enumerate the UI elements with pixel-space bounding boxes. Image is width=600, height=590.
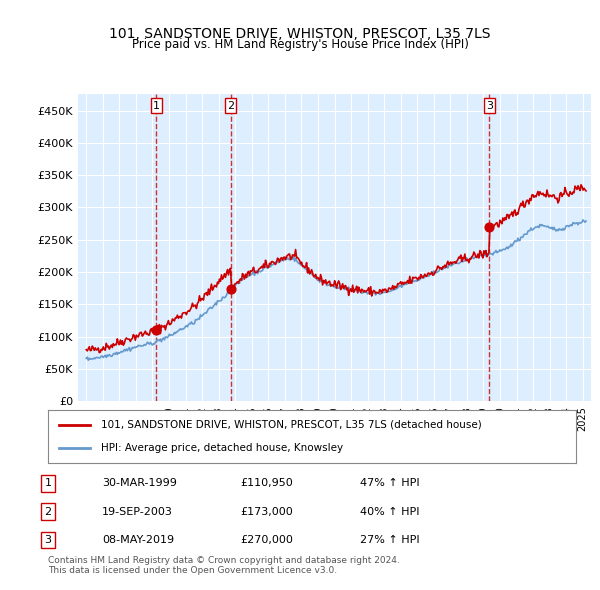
Text: 27% ↑ HPI: 27% ↑ HPI bbox=[360, 535, 419, 545]
Text: 3: 3 bbox=[486, 100, 493, 110]
Text: 19-SEP-2003: 19-SEP-2003 bbox=[102, 507, 173, 516]
Point bbox=[485, 222, 494, 231]
Text: 101, SANDSTONE DRIVE, WHISTON, PRESCOT, L35 7LS: 101, SANDSTONE DRIVE, WHISTON, PRESCOT, … bbox=[109, 27, 491, 41]
Point bbox=[226, 285, 235, 294]
Text: 2: 2 bbox=[44, 507, 52, 516]
Text: 40% ↑ HPI: 40% ↑ HPI bbox=[360, 507, 419, 516]
Text: Price paid vs. HM Land Registry's House Price Index (HPI): Price paid vs. HM Land Registry's House … bbox=[131, 38, 469, 51]
Text: 1: 1 bbox=[44, 478, 52, 488]
Text: 30-MAR-1999: 30-MAR-1999 bbox=[102, 478, 177, 488]
Text: Contains HM Land Registry data © Crown copyright and database right 2024.
This d: Contains HM Land Registry data © Crown c… bbox=[48, 556, 400, 575]
Text: HPI: Average price, detached house, Knowsley: HPI: Average price, detached house, Know… bbox=[101, 443, 343, 453]
Text: 08-MAY-2019: 08-MAY-2019 bbox=[102, 535, 174, 545]
Text: £173,000: £173,000 bbox=[240, 507, 293, 516]
Text: 3: 3 bbox=[44, 535, 52, 545]
Text: £270,000: £270,000 bbox=[240, 535, 293, 545]
Text: 47% ↑ HPI: 47% ↑ HPI bbox=[360, 478, 419, 488]
Text: £110,950: £110,950 bbox=[240, 478, 293, 488]
Text: 2: 2 bbox=[227, 100, 234, 110]
Text: 101, SANDSTONE DRIVE, WHISTON, PRESCOT, L35 7LS (detached house): 101, SANDSTONE DRIVE, WHISTON, PRESCOT, … bbox=[101, 420, 482, 430]
Point bbox=[152, 325, 161, 335]
Text: 1: 1 bbox=[153, 100, 160, 110]
